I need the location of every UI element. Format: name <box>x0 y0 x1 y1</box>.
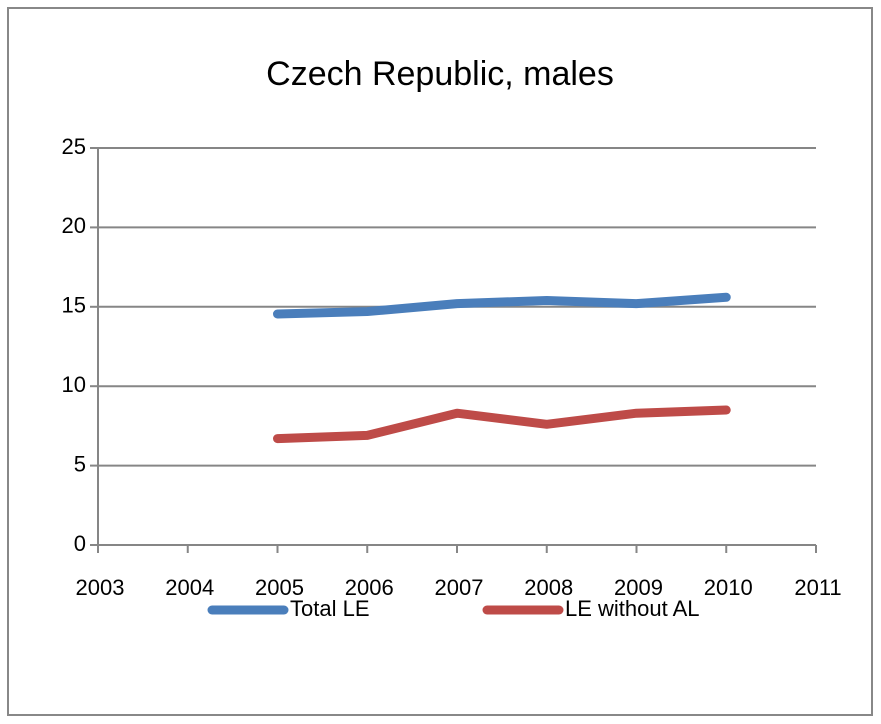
legend-label: Total LE <box>290 596 370 621</box>
y-tick-label: 10 <box>62 372 86 397</box>
x-tick-label: 2008 <box>524 575 573 600</box>
x-tick-label: 2003 <box>76 575 125 600</box>
x-tick-label: 2005 <box>255 575 304 600</box>
series-line <box>273 292 731 319</box>
x-tick-label: 2007 <box>435 575 484 600</box>
x-tick-label: 2009 <box>614 575 663 600</box>
legend-label: LE without AL <box>565 596 700 621</box>
y-tick-label: 15 <box>62 293 86 318</box>
x-tick-label: 2010 <box>704 575 753 600</box>
x-tick-label: 2011 <box>794 575 841 600</box>
x-tick-label: 2006 <box>345 575 394 600</box>
chart-frame <box>7 7 873 716</box>
x-tick-label: 2004 <box>165 575 214 600</box>
y-tick-label: 0 <box>74 531 86 556</box>
y-tick-label: 5 <box>74 451 86 476</box>
y-tick-label: 20 <box>62 213 86 238</box>
y-tick-label: 25 <box>62 134 86 159</box>
series-line <box>273 405 731 444</box>
chart-title: Czech Republic, males <box>266 55 614 93</box>
